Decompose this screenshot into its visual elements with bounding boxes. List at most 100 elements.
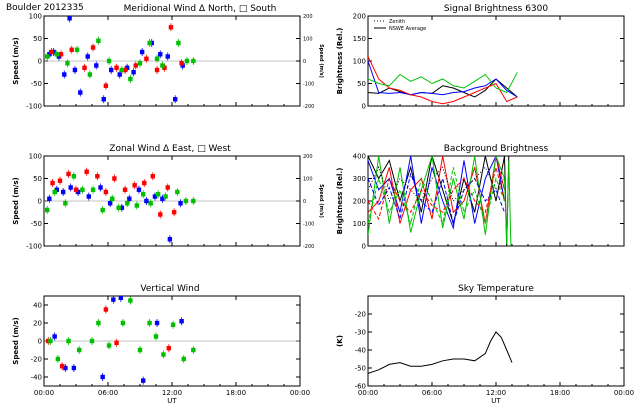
- data-point: [132, 183, 137, 188]
- data-point: [68, 185, 73, 190]
- data-point: [66, 171, 71, 177]
- plot-area: [368, 56, 518, 105]
- series-0: [368, 331, 513, 374]
- data-point: [152, 194, 158, 199]
- series-3: [368, 156, 512, 246]
- data-point: [65, 61, 70, 66]
- data-point: [136, 187, 142, 192]
- data-point: [74, 47, 80, 52]
- data-point: [166, 346, 171, 351]
- data-point: [58, 52, 64, 57]
- chart-title: Background Brightness: [444, 144, 549, 154]
- x-tick-label: 12:00: [162, 389, 182, 397]
- data-point: [114, 340, 119, 345]
- data-point: [158, 52, 163, 57]
- y-axis-label: Brightness (Rel.): [336, 168, 344, 235]
- data-point: [122, 187, 128, 192]
- chart-title: Vertical Wind: [140, 284, 199, 294]
- data-point: [141, 378, 146, 383]
- data-point: [98, 185, 103, 190]
- data-point: [179, 61, 184, 66]
- data-point: [47, 196, 52, 201]
- y-tick-label: 400: [353, 153, 366, 161]
- data-point: [175, 189, 180, 195]
- data-point: [49, 49, 54, 55]
- data-point: [45, 54, 50, 59]
- y-tick-label: -60: [355, 383, 366, 391]
- data-point: [50, 180, 55, 186]
- data-point: [141, 192, 146, 197]
- y-tick-label: 100: [29, 13, 42, 21]
- data-point: [110, 196, 115, 201]
- y-tick-label: 100: [353, 58, 366, 66]
- x-tick-label: 06:00: [98, 389, 118, 397]
- data-point: [133, 63, 138, 68]
- data-point: [73, 187, 79, 192]
- figure-header: Boulder 2012335: [6, 3, 84, 13]
- data-point: [155, 192, 161, 197]
- y-tick-label: 0: [38, 198, 42, 206]
- chart-vertical: Vertical Wind 00:00 06:00 12:00 18:00 00:00 -4…: [12, 284, 310, 405]
- data-point: [63, 201, 68, 206]
- series-3: [368, 72, 518, 94]
- data-point: [56, 54, 62, 59]
- data-point: [180, 63, 185, 68]
- plot-frame: [367, 295, 625, 387]
- series-0: [47, 183, 183, 244]
- data-point: [176, 40, 181, 46]
- data-point: [103, 307, 109, 312]
- series-0: [47, 16, 185, 104]
- data-point: [119, 67, 125, 73]
- data-point: [161, 352, 166, 357]
- y2-tick-label: 100: [303, 177, 313, 183]
- data-point: [48, 338, 53, 344]
- y-tick-label: 50: [357, 80, 366, 88]
- series-1: [46, 305, 171, 371]
- y2-axis-label: Speed (m/s): [318, 44, 324, 78]
- series-line: [368, 156, 505, 224]
- data-point: [128, 76, 133, 82]
- x-tick-label: 00:00: [290, 389, 310, 397]
- data-point: [191, 58, 196, 64]
- data-point: [144, 198, 149, 204]
- y-tick-label: 100: [353, 220, 366, 228]
- data-point: [178, 201, 183, 206]
- data-point: [89, 338, 95, 344]
- data-point: [147, 40, 152, 46]
- y2-tick-label: 100: [303, 37, 313, 43]
- data-point: [77, 347, 82, 353]
- series-1: [50, 167, 177, 219]
- plot-area: [46, 296, 196, 385]
- chart-title: Signal Brightness 6300: [444, 4, 548, 14]
- y-tick-label: 50: [33, 35, 42, 43]
- chart-meridional: Meridional Wind Δ North, □ South -100 -50 0…: [12, 4, 324, 111]
- data-point: [96, 320, 101, 326]
- data-point: [142, 180, 147, 186]
- legend-entry: NSWE Average: [389, 26, 426, 32]
- plot-area: [368, 156, 512, 246]
- data-point: [107, 201, 113, 206]
- data-point: [109, 67, 114, 73]
- y-tick-label: 100: [29, 153, 42, 161]
- data-point: [170, 322, 176, 327]
- data-point: [87, 72, 93, 77]
- data-point: [63, 365, 68, 371]
- y-tick-label: -50: [31, 220, 42, 228]
- series-line: [368, 167, 505, 221]
- y-axis-label: Speed (m/s): [12, 177, 20, 224]
- y2-tick-label: 200: [303, 14, 313, 20]
- series-line: [368, 156, 512, 246]
- data-point: [184, 58, 190, 64]
- data-point: [114, 65, 119, 70]
- data-point: [167, 237, 173, 242]
- data-point: [165, 54, 170, 59]
- data-point: [122, 67, 128, 73]
- data-point: [57, 178, 63, 183]
- y2-tick-label: 0: [303, 199, 306, 205]
- data-point: [62, 72, 67, 77]
- data-point: [103, 189, 109, 195]
- y-tick-label: -100: [26, 243, 42, 251]
- y2-tick-label: -100: [303, 82, 314, 88]
- series-6: [368, 167, 505, 226]
